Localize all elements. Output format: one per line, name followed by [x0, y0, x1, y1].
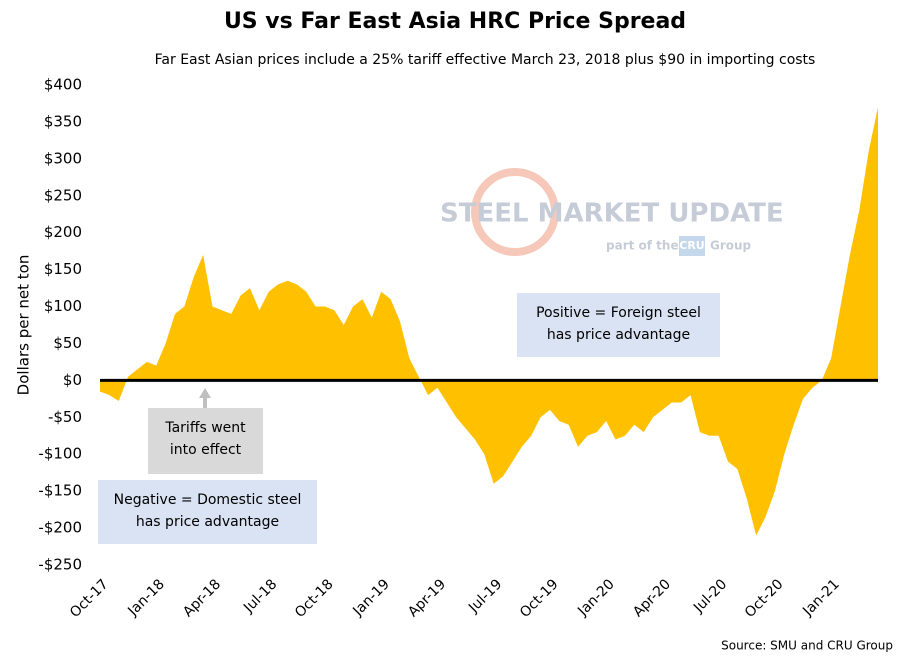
chart-title: US vs Far East Asia HRC Price Spread [224, 9, 686, 34]
watermark-brand: STEEL MARKET UPDATE [440, 199, 784, 229]
watermark-cru: CRU [679, 239, 704, 252]
y-tick-label: $200 [44, 223, 82, 241]
y-tick-label: $150 [44, 260, 82, 278]
area [100, 107, 878, 536]
y-axis-label: Dollars per net ton [15, 255, 33, 396]
watermark-group: Group [710, 239, 752, 253]
y-tick-label: -$250 [38, 556, 82, 574]
y-tick-label: $250 [44, 186, 82, 204]
source: Source: SMU and CRU Group [721, 639, 893, 653]
annotation-box [517, 293, 720, 357]
watermark-part: part of the [606, 239, 679, 253]
annotation-text: Positive = Foreign steel [536, 305, 701, 321]
annotation-text: has price advantage [136, 514, 279, 530]
y-tick-label: -$150 [38, 482, 82, 500]
annotation-text: Negative = Domestic steel [114, 492, 302, 508]
watermark-logo [471, 168, 559, 256]
annotation-arrow [199, 388, 211, 408]
annotation-box [98, 480, 317, 544]
y-tick-label: -$100 [38, 445, 82, 463]
y-tick-label: $300 [44, 149, 82, 167]
y-tick-label: $350 [44, 112, 82, 130]
y-tick-label: $100 [44, 297, 82, 315]
annotation-text: has price advantage [547, 327, 690, 343]
y-tick-label: $50 [53, 334, 82, 352]
watermark-cru-box [679, 236, 705, 256]
y-tick-label: $400 [44, 76, 82, 94]
chart-subtitle: Far East Asian prices include a 25% tari… [155, 52, 816, 68]
y-tick-label: -$200 [38, 519, 82, 537]
annotation-text: into effect [170, 442, 242, 458]
annotation-text: Tariffs went [164, 420, 246, 436]
y-tick-label: -$50 [48, 408, 82, 426]
watermark: STEEL MARKET UPDATE part of the CRU Grou… [440, 168, 784, 256]
y-tick-label: $0 [63, 371, 82, 389]
annotation-box [148, 408, 263, 474]
